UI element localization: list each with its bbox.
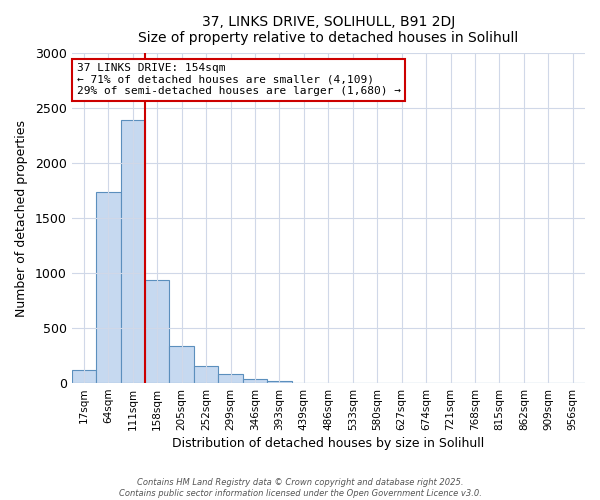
- Bar: [267, 381, 292, 383]
- Text: 37 LINKS DRIVE: 154sqm
← 71% of detached houses are smaller (4,109)
29% of semi-: 37 LINKS DRIVE: 154sqm ← 71% of detached…: [77, 63, 401, 96]
- X-axis label: Distribution of detached houses by size in Solihull: Distribution of detached houses by size …: [172, 437, 484, 450]
- Bar: [243, 378, 267, 383]
- Bar: [194, 366, 218, 383]
- Text: Contains HM Land Registry data © Crown copyright and database right 2025.
Contai: Contains HM Land Registry data © Crown c…: [119, 478, 481, 498]
- Bar: [169, 346, 194, 383]
- Bar: [218, 374, 243, 383]
- Bar: [145, 280, 169, 383]
- Bar: [71, 370, 96, 383]
- Bar: [96, 192, 121, 383]
- Y-axis label: Number of detached properties: Number of detached properties: [15, 120, 28, 316]
- Bar: [121, 120, 145, 383]
- Title: 37, LINKS DRIVE, SOLIHULL, B91 2DJ
Size of property relative to detached houses : 37, LINKS DRIVE, SOLIHULL, B91 2DJ Size …: [138, 15, 518, 45]
